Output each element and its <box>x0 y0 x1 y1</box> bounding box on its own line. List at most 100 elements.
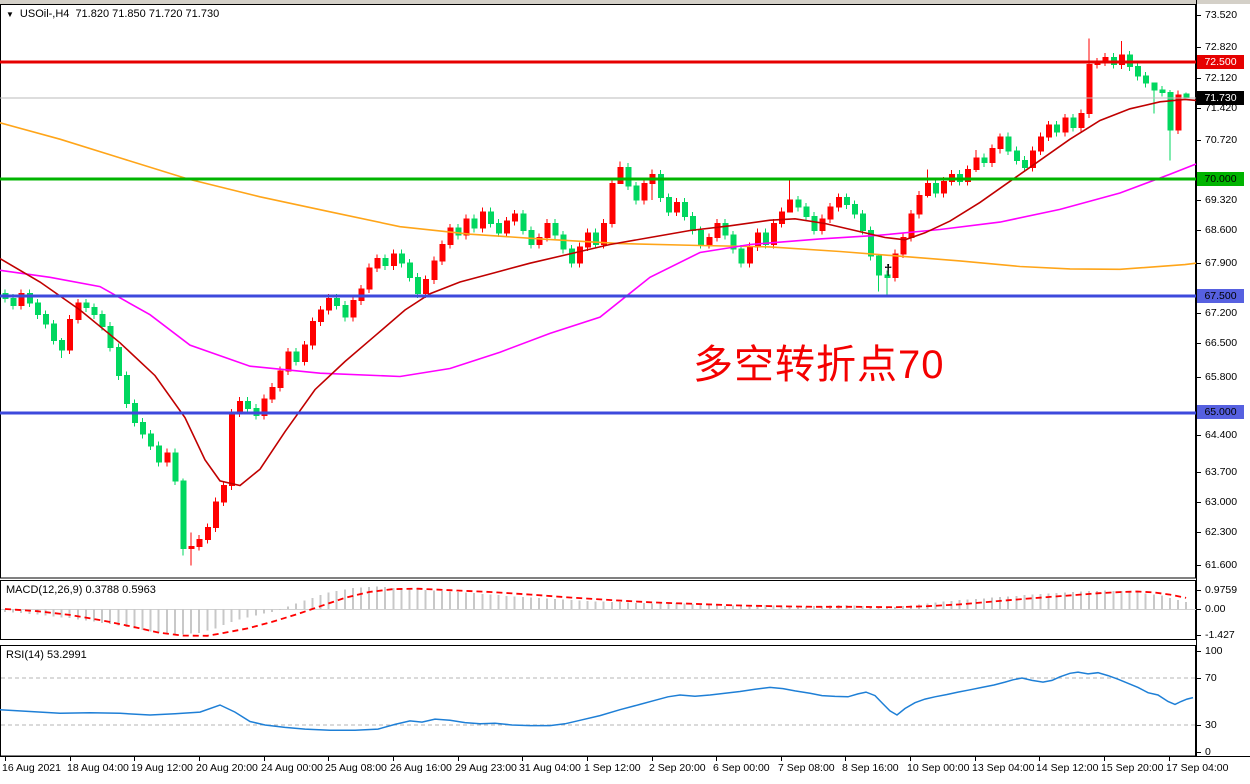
candle-body[interactable] <box>762 232 769 246</box>
candle-body[interactable] <box>1159 89 1166 93</box>
candle-body[interactable] <box>544 222 551 239</box>
candle-body[interactable] <box>593 232 600 246</box>
candle-body[interactable] <box>390 253 397 267</box>
candle-body[interactable] <box>835 197 842 208</box>
time-axis-label[interactable]: 25 Aug 08:00 <box>325 762 387 774</box>
time-axis-label[interactable]: 16 Aug 2021 <box>2 762 61 774</box>
candle-body[interactable] <box>1135 66 1142 77</box>
time-axis-label[interactable]: 18 Aug 04:00 <box>67 762 129 774</box>
candle-body[interactable] <box>212 501 219 529</box>
candle-body[interactable] <box>779 211 786 224</box>
time-axis-label[interactable]: 8 Sep 16:00 <box>842 762 899 774</box>
candle-body[interactable] <box>99 314 106 327</box>
time-axis-label[interactable]: 29 Aug 23:00 <box>455 762 517 774</box>
time-axis-label[interactable]: 19 Aug 12:00 <box>131 762 193 774</box>
candle-body[interactable] <box>382 258 389 267</box>
candle-body[interactable] <box>746 246 753 264</box>
candle-body[interactable] <box>220 485 227 503</box>
candle-body[interactable] <box>471 218 478 229</box>
candle-body[interactable] <box>350 300 357 318</box>
candle-body[interactable] <box>673 201 680 213</box>
candle-body[interactable] <box>1013 150 1020 161</box>
candle-body[interactable] <box>940 180 947 194</box>
candle-body[interactable] <box>318 309 325 323</box>
candle-body[interactable] <box>277 370 284 388</box>
candle-body[interactable] <box>698 229 705 246</box>
time-axis-label[interactable]: 14 Sep 12:00 <box>1036 762 1099 774</box>
candle-body[interactable] <box>965 169 972 182</box>
time-axis-label[interactable]: 15 Sep 20:00 <box>1101 762 1164 774</box>
candle-body[interactable] <box>633 185 640 201</box>
candle-body[interactable] <box>34 302 41 316</box>
candle-body[interactable] <box>18 293 25 306</box>
candle-body[interactable] <box>876 255 883 276</box>
candle-body[interactable] <box>1046 124 1053 138</box>
candle-body[interactable] <box>431 260 438 281</box>
candle-body[interactable] <box>803 206 810 217</box>
time-axis-label[interactable]: 26 Aug 16:00 <box>390 762 452 774</box>
candle-body[interactable] <box>892 253 899 278</box>
time-axis-label[interactable]: 24 Aug 00:00 <box>261 762 323 774</box>
candle-body[interactable] <box>601 222 608 246</box>
candle-body[interactable] <box>795 199 802 208</box>
candle-body[interactable] <box>706 237 713 246</box>
candle-body[interactable] <box>237 400 244 414</box>
candle-body[interactable] <box>1070 117 1077 129</box>
candle-body[interactable] <box>334 297 341 306</box>
candle-body[interactable] <box>1005 136 1012 152</box>
candle-body[interactable] <box>1086 63 1093 114</box>
candle-body[interactable] <box>997 136 1004 150</box>
candle-body[interactable] <box>204 527 211 540</box>
time-axis-label[interactable]: 2 Sep 20:00 <box>649 762 706 774</box>
candle-body[interactable] <box>374 258 381 269</box>
candle-body[interactable] <box>180 480 187 550</box>
candle-body[interactable] <box>512 213 519 222</box>
candle-body[interactable] <box>398 253 405 264</box>
candle-body[interactable] <box>301 344 308 363</box>
candle-body[interactable] <box>576 246 583 264</box>
candle-body[interactable] <box>609 183 616 224</box>
candle-body[interactable] <box>42 314 49 325</box>
time-axis-label[interactable]: 10 Sep 00:00 <box>907 762 970 774</box>
time-axis-label[interactable]: 6 Sep 00:00 <box>713 762 770 774</box>
candle-body[interactable] <box>730 234 737 250</box>
candle-body[interactable] <box>26 293 33 304</box>
time-axis-label[interactable]: 13 Sep 04:00 <box>972 762 1035 774</box>
candle-body[interactable] <box>148 433 155 447</box>
candle-body[interactable] <box>487 211 494 224</box>
candle-body[interactable] <box>164 452 171 463</box>
candle-body[interactable] <box>1029 150 1036 168</box>
time-axis-label[interactable]: 7 Sep 08:00 <box>778 762 835 774</box>
candle-body[interactable] <box>455 227 462 236</box>
candle-body[interactable] <box>625 166 632 187</box>
candle-body[interactable] <box>269 386 276 400</box>
candle-body[interactable] <box>843 197 850 206</box>
candle-body[interactable] <box>900 237 907 255</box>
candle-body[interactable] <box>1062 117 1069 133</box>
candle-body[interactable] <box>884 274 891 278</box>
candle-body[interactable] <box>447 227 454 246</box>
candle-body[interactable] <box>423 279 430 295</box>
candle-body[interactable] <box>495 222 502 234</box>
candle-body[interactable] <box>1078 112 1085 129</box>
ma-fast-red[interactable] <box>0 98 1197 487</box>
candle-body[interactable] <box>366 267 373 290</box>
candle-body[interactable] <box>1175 94 1182 131</box>
candle-body[interactable] <box>1183 93 1190 99</box>
candle-body[interactable] <box>83 302 90 309</box>
candle-body[interactable] <box>827 206 834 220</box>
candle-body[interactable] <box>293 351 300 363</box>
candle-body[interactable] <box>690 215 697 231</box>
candle-body[interactable] <box>1143 75 1150 84</box>
candle-body[interactable] <box>536 237 543 246</box>
candle-body[interactable] <box>245 400 252 409</box>
candle-body[interactable] <box>326 297 333 311</box>
symbol-dropdown-icon[interactable]: ▼ <box>6 9 14 19</box>
candle-body[interactable] <box>1054 124 1061 133</box>
candle-body[interactable] <box>415 276 422 295</box>
candle-body[interactable] <box>463 218 470 236</box>
candle-body[interactable] <box>1038 136 1045 152</box>
candle-body[interactable] <box>722 222 729 236</box>
candle-body[interactable] <box>851 204 858 215</box>
